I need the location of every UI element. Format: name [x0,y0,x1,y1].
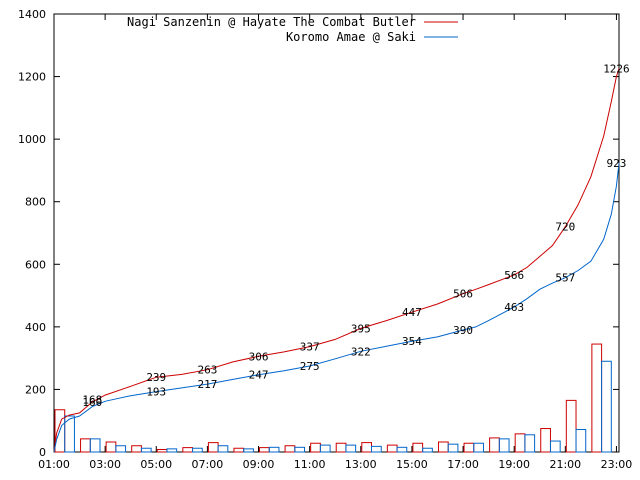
data-label-koromo: 193 [146,386,166,399]
data-label-koromo: 217 [197,378,217,391]
y-tick-label: 400 [25,321,46,334]
bar-nagi [514,433,526,453]
data-label-nagi: 1226 [603,62,630,75]
x-tick-label: 05:00 [140,458,172,471]
bar-nagi [131,445,142,453]
data-label-nagi: 395 [351,322,371,335]
bar-nagi [412,442,424,453]
bar-koromo [64,415,75,453]
data-label-koromo: 160 [82,396,102,409]
bar-koromo [140,447,152,453]
bar-koromo [422,447,433,453]
bar-koromo [601,360,612,453]
legend-label-koromo: Koromo Amae @ Saki [286,30,416,44]
bar-nagi [565,399,577,453]
bar-nagi [182,447,194,453]
bar-koromo [243,448,254,453]
bar-nagi [105,441,117,453]
bar-nagi [156,448,168,453]
data-label-koromo: 390 [453,324,473,337]
bar-koromo [192,447,203,453]
point-labels: 168 239 263 306 337 395 447 506 566 720 1226 160 193… [82,62,629,409]
bar-nagi [284,445,296,453]
data-label-nagi: 168 [82,393,102,406]
data-label-nagi: 263 [197,364,217,377]
data-label-nagi: 306 [249,350,269,363]
data-label-nagi: 506 [453,288,473,301]
bar-koromo [345,444,357,453]
data-label-koromo: 923 [607,157,627,170]
data-label-koromo: 463 [504,301,524,314]
bar-nagi [259,447,270,453]
bar-koromo [447,443,459,453]
bar-koromo [294,446,306,453]
data-label-koromo: 275 [300,360,320,373]
x-tick-label: 11:00 [294,458,326,471]
bar-koromo [473,442,484,453]
data-label-koromo: 354 [402,335,422,348]
x-tick-label: 15:00 [396,458,428,471]
x-tick-label: 09:00 [243,458,275,471]
bar-nagi [540,428,551,453]
y-tick-label: 0 [39,446,46,459]
data-label-nagi: 447 [402,306,422,319]
bar-nagi [591,343,603,453]
x-tick-label: 13:00 [345,458,377,471]
x-tick-label: 19:00 [498,458,530,471]
series-lines [53,68,620,453]
bar-koromo [498,438,510,453]
bar-nagi [207,442,219,453]
bar-koromo [319,444,331,453]
data-label-koromo: 247 [249,369,269,382]
bars [54,343,612,453]
bar-nagi [80,438,91,453]
plot-frame [53,13,620,453]
x-tick-label: 17:00 [447,458,479,471]
data-label-koromo: 322 [351,345,371,358]
bar-nagi [463,442,475,453]
bar-nagi [335,442,347,453]
bar-koromo [371,445,382,453]
bar-nagi [489,437,500,453]
legend-label-nagi: Nagi Sanzenin @ Hayate The Combat Butler [127,15,416,29]
bar-nagi [361,442,373,453]
y-tick-label: 200 [25,383,46,396]
bar-nagi [437,441,449,453]
y-tick-label: 1000 [18,133,46,146]
y-tick-label: 600 [25,258,46,271]
data-label-nagi: 337 [300,341,320,354]
bar-koromo [115,445,127,453]
data-label-nagi: 566 [504,269,524,282]
bar-koromo [268,446,280,453]
x-tick-label: 07:00 [192,458,224,471]
series-line-koromo [53,163,620,453]
bar-koromo [89,438,101,453]
x-tick-label: 23:00 [601,458,633,471]
bar-koromo [217,445,229,453]
legend: Nagi Sanzenin @ Hayate The Combat Butler… [127,15,458,44]
data-label-nagi: 720 [555,221,575,234]
y-tick-label: 800 [25,196,46,209]
bar-nagi [386,444,398,453]
x-tick-label: 03:00 [89,458,121,471]
y-tick-label: 1200 [18,71,46,84]
bar-koromo [524,434,536,453]
y-tick-label: 1400 [18,8,46,21]
axis-ticks: 0 200 400 600 800 1000 1200 1400 01:00 03:00 05:00… [18,8,632,471]
bar-nagi [233,447,245,453]
bar-koromo [575,428,587,453]
bar-koromo [396,446,408,453]
bar-nagi [310,442,321,453]
series-line-nagi [53,68,620,453]
data-label-nagi: 239 [146,371,166,384]
x-tick-label: 01:00 [38,458,70,471]
bar-koromo [166,448,178,453]
x-tick-label: 21:00 [549,458,581,471]
data-label-koromo: 557 [555,272,575,285]
bar-koromo [549,440,561,453]
